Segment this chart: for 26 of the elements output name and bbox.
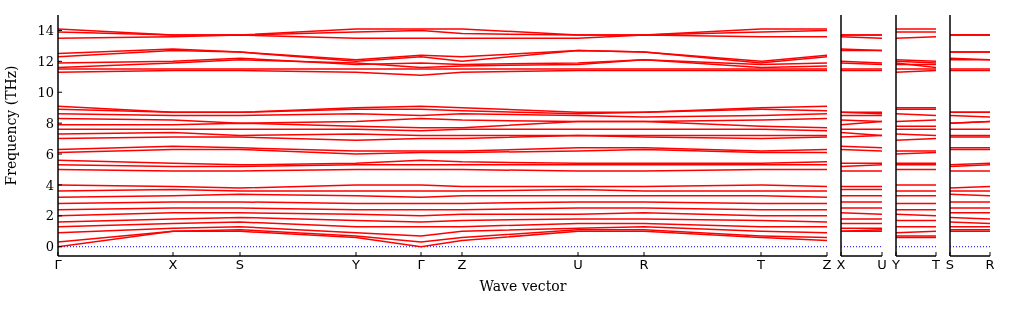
y-tick-label: 4 [45,177,54,193]
x-tick-label: Γ [417,257,426,273]
y-tick-label: 2 [45,208,54,224]
y-tick-label: 14 [37,23,54,39]
x-tick-label: T [756,257,766,273]
x-tick-label: S [235,257,245,273]
x-tick-label: Y [351,257,361,273]
x-tick-label: R [985,257,995,273]
x-tick-label: Γ [54,257,63,273]
x-tick-label: R [639,257,649,273]
x-tick-label: U [877,257,887,273]
y-tick-label: 0 [45,239,54,255]
y-tick-label: 8 [45,115,54,131]
y-tick-label: 6 [45,146,54,162]
x-tick-label: Y [891,257,901,273]
x-axis-title: Wave vector [478,278,568,294]
x-tick-label: Z [457,257,467,273]
y-axis-title: Frequency (THz) [2,65,19,186]
x-tick-label: Z [822,257,832,273]
x-tick-label: X [168,257,178,273]
y-tick-label: 10 [37,84,54,100]
y-tick-label: 12 [37,53,54,69]
x-tick-label: U [573,257,583,273]
x-tick-label: S [945,257,955,273]
x-tick-label: T [931,257,941,273]
x-tick-label: X [836,257,846,273]
